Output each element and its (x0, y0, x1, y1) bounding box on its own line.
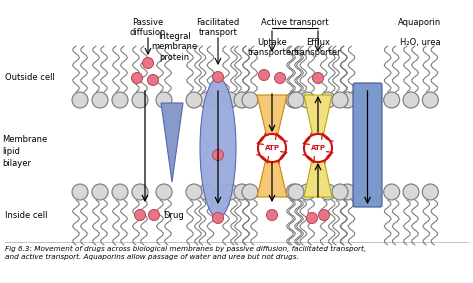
Text: Facilitated
transport: Facilitated transport (196, 18, 240, 37)
Circle shape (384, 184, 400, 200)
Text: Outside cell: Outside cell (5, 74, 55, 83)
Circle shape (72, 184, 88, 200)
Text: Membrane: Membrane (2, 136, 47, 145)
Circle shape (288, 92, 304, 108)
Circle shape (332, 92, 348, 108)
Circle shape (132, 184, 148, 200)
Circle shape (403, 184, 419, 200)
Circle shape (304, 134, 332, 162)
Circle shape (242, 184, 258, 200)
Text: Uptake
transporter: Uptake transporter (248, 38, 296, 57)
Circle shape (258, 134, 286, 162)
Circle shape (286, 92, 302, 108)
Circle shape (313, 72, 324, 83)
Circle shape (92, 184, 108, 200)
Polygon shape (161, 103, 183, 182)
Circle shape (186, 92, 202, 108)
Circle shape (274, 72, 286, 83)
Circle shape (186, 184, 202, 200)
Circle shape (131, 72, 142, 83)
Text: Aquaporin: Aquaporin (398, 18, 442, 27)
Circle shape (259, 70, 270, 80)
Circle shape (149, 209, 159, 220)
Circle shape (307, 213, 317, 224)
Circle shape (212, 149, 224, 160)
Circle shape (148, 74, 158, 85)
Text: ATP: ATP (264, 145, 280, 151)
Circle shape (332, 184, 348, 200)
Circle shape (222, 92, 238, 108)
Circle shape (288, 184, 304, 200)
Text: H₂O, urea: H₂O, urea (400, 38, 440, 47)
Circle shape (340, 92, 356, 108)
Circle shape (320, 184, 336, 200)
Polygon shape (257, 95, 287, 197)
Circle shape (422, 184, 438, 200)
Circle shape (299, 184, 315, 200)
Text: Passive
diffusion: Passive diffusion (130, 18, 166, 37)
FancyBboxPatch shape (353, 83, 382, 207)
Text: Active transport: Active transport (261, 18, 329, 27)
Text: Integral
membrane
protein: Integral membrane protein (151, 32, 197, 62)
Circle shape (222, 184, 238, 200)
Circle shape (384, 92, 400, 108)
Text: bilayer: bilayer (2, 160, 31, 168)
Circle shape (242, 92, 258, 108)
Text: lipid: lipid (2, 147, 20, 156)
Circle shape (156, 184, 172, 200)
Circle shape (142, 57, 154, 68)
Circle shape (422, 92, 438, 108)
Circle shape (212, 213, 224, 224)
Circle shape (234, 184, 250, 200)
Text: Inside cell: Inside cell (5, 211, 47, 220)
Circle shape (199, 92, 214, 108)
Circle shape (72, 92, 88, 108)
Circle shape (212, 72, 224, 83)
Ellipse shape (200, 78, 236, 218)
Circle shape (403, 92, 419, 108)
Circle shape (266, 209, 278, 220)
Circle shape (156, 92, 172, 108)
Circle shape (112, 184, 128, 200)
Circle shape (320, 92, 336, 108)
Polygon shape (304, 95, 332, 197)
Text: ATP: ATP (310, 145, 325, 151)
Circle shape (234, 92, 250, 108)
Text: Fig 6.3: Movement of drugs across biological membranes by passive diffusion, fac: Fig 6.3: Movement of drugs across biolog… (5, 246, 366, 260)
Circle shape (112, 92, 128, 108)
Circle shape (318, 209, 330, 220)
Circle shape (286, 184, 302, 200)
Circle shape (299, 92, 315, 108)
Circle shape (92, 92, 108, 108)
Circle shape (134, 209, 146, 220)
Text: Efflux
transporter: Efflux transporter (294, 38, 342, 57)
Circle shape (340, 184, 356, 200)
Text: Drug: Drug (163, 211, 184, 220)
Circle shape (199, 184, 214, 200)
Circle shape (132, 92, 148, 108)
